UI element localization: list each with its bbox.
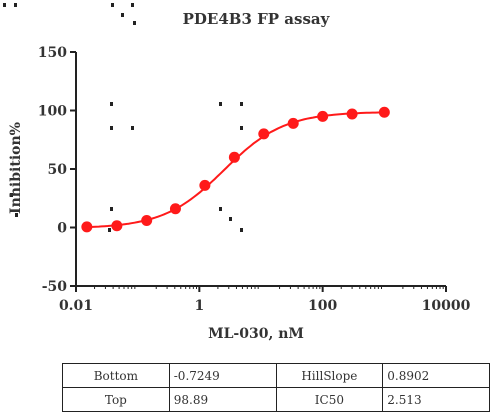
parameter-value: 2.513 xyxy=(382,387,490,412)
data-point xyxy=(346,108,358,120)
y-tick-label: 0 xyxy=(57,221,67,237)
stray-mark xyxy=(121,13,124,17)
stray-mark xyxy=(110,126,113,130)
data-point xyxy=(317,110,329,122)
stray-mark xyxy=(131,3,134,7)
dose-response-chart: PDE4B3 FP assay -50 0 50 100 150 0.01 1 100 xyxy=(3,3,471,342)
parameter-value: 98.89 xyxy=(168,387,277,412)
y-tick-label: 150 xyxy=(38,45,67,61)
x-tick-label: 100 xyxy=(308,298,337,314)
parameters-table-body: Bottom -0.7249 HillSlope 0.8902 Top 98.89 IC50… xyxy=(62,363,490,412)
data-point xyxy=(199,179,211,191)
y-axis-label: Inhibition% xyxy=(8,122,24,214)
stray-mark xyxy=(110,102,113,106)
data-points xyxy=(81,106,390,233)
parameter-value: 0.8902 xyxy=(382,363,490,388)
parameter-value: -0.7249 xyxy=(168,363,277,388)
parameters-table: Bottom -0.7249 HillSlope 0.8902 Top 98.89 IC50… xyxy=(62,363,490,412)
stray-mark xyxy=(240,228,243,232)
x-tick-label: 0.01 xyxy=(59,298,93,314)
stray-marks xyxy=(3,3,243,232)
stray-mark xyxy=(131,126,134,130)
x-axis-label: ML-030, nM xyxy=(208,326,304,342)
data-point xyxy=(111,220,123,232)
stray-mark xyxy=(219,207,222,211)
y-tick-label: -50 xyxy=(42,279,68,295)
stray-mark xyxy=(10,193,13,197)
stray-mark xyxy=(15,213,18,217)
stray-mark xyxy=(133,21,136,25)
stray-mark xyxy=(111,3,114,7)
data-point xyxy=(228,151,240,163)
x-tick-label: 1 xyxy=(194,298,204,314)
parameter-name: Bottom xyxy=(62,363,170,388)
fit-parameters-table: Bottom -0.7249 HillSlope 0.8902 Top 98.89 IC50… xyxy=(62,363,490,412)
data-point xyxy=(169,203,181,215)
data-point xyxy=(141,214,153,226)
parameter-row: Top 98.89 IC50 2.513 xyxy=(62,387,490,412)
parameter-name: IC50 xyxy=(275,387,384,412)
stray-mark xyxy=(108,228,111,232)
stray-mark xyxy=(219,102,222,106)
parameter-name: Top xyxy=(62,387,170,412)
stray-mark xyxy=(229,217,232,221)
stray-mark xyxy=(240,102,243,106)
parameter-row: Bottom -0.7249 HillSlope 0.8902 xyxy=(62,363,490,388)
stray-mark xyxy=(240,126,243,130)
data-point xyxy=(81,221,93,233)
stray-mark xyxy=(14,3,17,7)
stray-mark xyxy=(110,207,113,211)
data-point xyxy=(378,106,390,118)
stray-mark xyxy=(3,3,6,7)
y-ticks: -50 0 50 100 150 xyxy=(38,45,76,295)
data-point xyxy=(258,128,270,140)
y-tick-label: 100 xyxy=(38,104,67,120)
chart-title: PDE4B3 FP assay xyxy=(183,10,331,28)
x-tick-label: 10000 xyxy=(422,298,471,314)
y-tick-label: 50 xyxy=(48,162,68,178)
parameter-name: HillSlope xyxy=(275,363,384,388)
x-ticks: 0.01 1 100 10000 xyxy=(59,286,471,314)
data-point xyxy=(287,117,299,129)
